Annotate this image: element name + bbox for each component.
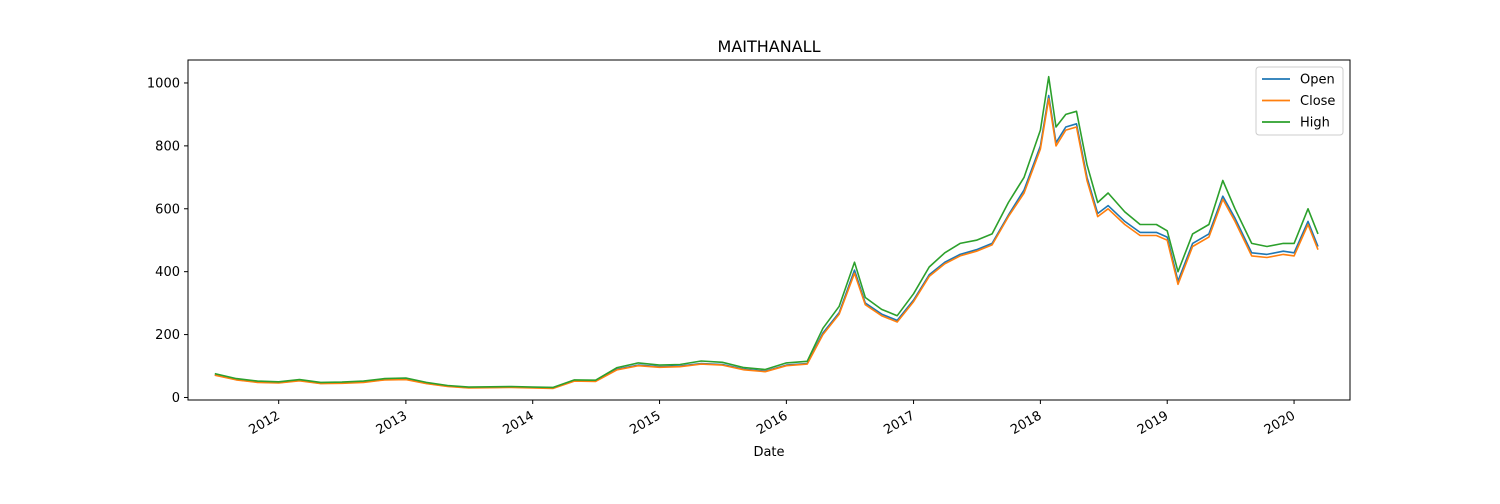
x-tick-label: 2020 — [1262, 408, 1298, 438]
legend-label-high: High — [1300, 116, 1330, 131]
x-axis-label: Date — [753, 445, 784, 460]
plot-area-frame — [187, 59, 1351, 401]
y-tick-label: 800 — [155, 139, 180, 154]
series-line-close — [214, 97, 1319, 390]
x-tick-label: 2016 — [754, 408, 790, 438]
y-tick-label: 200 — [155, 328, 180, 343]
x-tick-label: 2015 — [627, 408, 663, 438]
x-tick-label: 2018 — [1008, 408, 1044, 438]
chart-title: MAITHANALL — [718, 37, 821, 56]
x-tick-label: 2013 — [374, 408, 410, 438]
legend-label-close: Close — [1300, 94, 1335, 109]
x-tick-label: 2017 — [881, 408, 917, 438]
legend: Open Close High — [1255, 66, 1344, 136]
y-tick-label: 0 — [172, 391, 180, 406]
series-line-high — [214, 75, 1319, 389]
y-tick-label: 400 — [155, 265, 180, 280]
x-tick-label: 2019 — [1135, 408, 1171, 438]
y-tick-label: 600 — [155, 202, 180, 217]
legend-box — [1255, 66, 1344, 136]
x-tick-label: 2012 — [247, 408, 283, 438]
legend-label-open: Open — [1300, 73, 1335, 88]
y-tick-label: 1000 — [147, 76, 180, 91]
series-line-open — [214, 94, 1319, 389]
x-tick-label: 2014 — [501, 408, 537, 438]
